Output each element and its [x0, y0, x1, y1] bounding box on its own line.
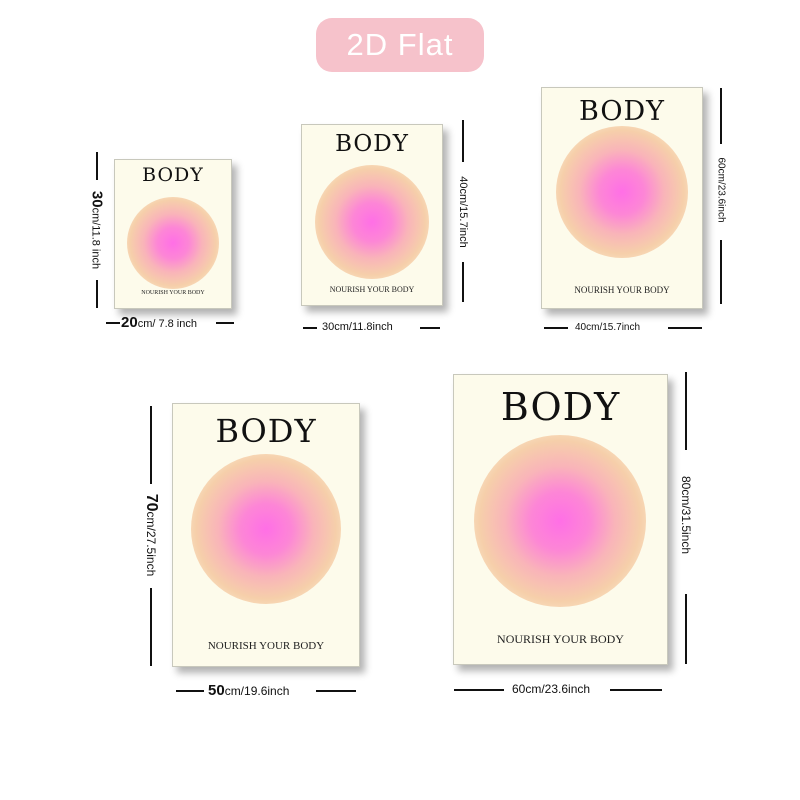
poster-60x80: BODY NOURISH YOUR BODY: [453, 374, 668, 665]
poster-title: BODY: [335, 131, 409, 157]
poster-20x30: BODY NOURISH YOUR BODY: [114, 159, 232, 309]
width-dimension-line: [610, 689, 662, 691]
poster-title: BODY: [215, 412, 317, 450]
poster-title: BODY: [500, 385, 621, 429]
width-dimension-label: 20cm/ 7.8 inch: [121, 314, 197, 331]
width-dimension-line: [216, 322, 234, 324]
poster-gradient-circle: [556, 126, 688, 258]
width-dimension-line: [544, 327, 568, 329]
poster-gradient-circle: [474, 435, 646, 607]
height-dimension-line: [462, 120, 464, 162]
height-dimension-line: [462, 262, 464, 302]
width-dimension-line: [668, 327, 702, 329]
width-dimension-label: 30cm/11.8inch: [322, 321, 393, 333]
poster-title: BODY: [579, 96, 665, 127]
height-dimension-label: 30cm/11.8 inch: [88, 190, 106, 270]
width-dimension-line: [303, 327, 317, 329]
badge-2d-flat: 2D Flat: [316, 18, 484, 72]
height-dimension-line: [685, 594, 687, 664]
poster-gradient-circle: [191, 454, 341, 604]
height-dimension-label: 60cm/23.6inch: [715, 157, 727, 223]
poster-40x60: BODY NOURISH YOUR BODY: [541, 87, 703, 309]
poster-tagline: NOURISH YOUR BODY: [329, 285, 415, 294]
height-dimension-line: [720, 240, 722, 304]
height-dimension-line: [96, 280, 98, 308]
poster-30x40: BODY NOURISH YOUR BODY: [301, 124, 443, 306]
height-dimension-line: [150, 588, 152, 666]
height-dimension-label: 70cm/27.5inch: [143, 493, 160, 577]
width-dimension-line: [420, 327, 440, 329]
width-dimension-label: 50cm/19.6inch: [208, 682, 290, 699]
width-dimension-line: [454, 689, 504, 691]
height-dimension-line: [96, 152, 98, 180]
poster-gradient-circle: [127, 197, 219, 289]
height-dimension-line: [720, 88, 722, 144]
height-dimension-line: [150, 406, 152, 484]
poster-tagline: NOURISH YOUR BODY: [497, 632, 624, 646]
height-dimension-line: [685, 372, 687, 450]
poster-50x70: BODY NOURISH YOUR BODY: [172, 403, 360, 667]
poster-title: BODY: [142, 164, 204, 186]
poster-tagline: NOURISH YOUR BODY: [207, 640, 325, 652]
width-dimension-label: 40cm/15.7inch: [575, 322, 641, 333]
poster-gradient-circle: [315, 165, 429, 279]
poster-tagline: NOURISH YOUR BODY: [574, 285, 670, 295]
width-dimension-line: [106, 322, 120, 324]
width-dimension-line: [316, 690, 356, 692]
width-dimension-label: 60cm/23.6inch: [512, 682, 591, 696]
height-dimension-label: 40cm/15.7inch: [457, 176, 469, 248]
poster-tagline: NOURISH YOUR BODY: [141, 290, 205, 296]
height-dimension-label: 80cm/31.5inch: [679, 475, 693, 555]
width-dimension-line: [176, 690, 204, 692]
